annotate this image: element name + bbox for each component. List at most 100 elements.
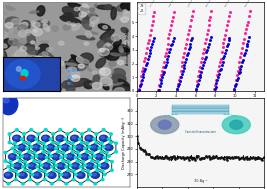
Ellipse shape (18, 84, 27, 90)
Ellipse shape (84, 164, 87, 167)
Ellipse shape (41, 19, 47, 23)
Ellipse shape (26, 147, 29, 149)
Ellipse shape (89, 12, 95, 17)
Ellipse shape (42, 135, 50, 141)
Ellipse shape (102, 146, 105, 148)
Ellipse shape (18, 67, 24, 69)
Circle shape (82, 4, 88, 7)
Polygon shape (87, 139, 101, 156)
Ellipse shape (86, 163, 94, 169)
Ellipse shape (116, 2, 135, 11)
Text: 3rd cycle: 3rd cycle (188, 0, 194, 7)
Ellipse shape (53, 169, 56, 171)
Polygon shape (54, 158, 68, 174)
Ellipse shape (18, 22, 28, 29)
Ellipse shape (68, 3, 88, 12)
Ellipse shape (64, 155, 67, 157)
Ellipse shape (44, 52, 56, 65)
Ellipse shape (71, 151, 74, 153)
Ellipse shape (38, 160, 41, 163)
Ellipse shape (92, 146, 95, 148)
Ellipse shape (95, 133, 98, 135)
Ellipse shape (44, 146, 47, 148)
Ellipse shape (95, 4, 97, 7)
Ellipse shape (85, 31, 92, 38)
Polygon shape (78, 148, 92, 165)
Ellipse shape (60, 173, 63, 176)
Ellipse shape (64, 138, 67, 140)
Text: Carbon: Carbon (66, 69, 78, 73)
Ellipse shape (121, 2, 133, 10)
Ellipse shape (96, 58, 106, 68)
Circle shape (123, 12, 133, 19)
FancyBboxPatch shape (172, 112, 229, 114)
Ellipse shape (1, 49, 7, 58)
Polygon shape (92, 148, 107, 165)
Ellipse shape (97, 5, 113, 9)
Ellipse shape (151, 116, 179, 134)
Ellipse shape (99, 48, 114, 58)
Ellipse shape (98, 24, 111, 30)
Ellipse shape (111, 53, 120, 56)
Ellipse shape (52, 26, 58, 31)
Ellipse shape (4, 172, 13, 178)
Ellipse shape (113, 83, 123, 85)
Circle shape (74, 7, 79, 11)
Ellipse shape (52, 133, 54, 135)
Ellipse shape (44, 129, 47, 131)
Ellipse shape (29, 178, 32, 181)
Ellipse shape (126, 18, 131, 25)
Ellipse shape (106, 67, 113, 74)
Circle shape (92, 71, 97, 74)
Ellipse shape (83, 15, 98, 22)
Ellipse shape (94, 183, 97, 185)
Ellipse shape (109, 61, 116, 66)
Ellipse shape (49, 138, 52, 140)
Polygon shape (69, 158, 83, 174)
Ellipse shape (72, 71, 80, 77)
Ellipse shape (79, 183, 82, 185)
Ellipse shape (7, 183, 10, 185)
Polygon shape (82, 130, 96, 147)
Ellipse shape (105, 160, 108, 162)
Ellipse shape (72, 60, 88, 70)
Ellipse shape (64, 173, 67, 176)
Ellipse shape (4, 151, 7, 154)
Ellipse shape (29, 170, 32, 172)
Ellipse shape (59, 146, 62, 148)
Ellipse shape (21, 155, 23, 157)
Ellipse shape (5, 24, 14, 27)
Ellipse shape (120, 49, 124, 52)
Circle shape (58, 41, 64, 45)
Ellipse shape (90, 83, 94, 85)
Ellipse shape (42, 142, 45, 144)
Circle shape (100, 48, 104, 52)
Ellipse shape (11, 147, 14, 149)
Ellipse shape (115, 151, 117, 153)
Ellipse shape (93, 138, 96, 140)
Circle shape (78, 64, 84, 68)
Ellipse shape (98, 147, 101, 149)
Ellipse shape (76, 151, 79, 154)
Ellipse shape (8, 39, 18, 46)
Circle shape (89, 23, 95, 27)
Ellipse shape (35, 138, 38, 140)
Ellipse shape (49, 84, 54, 89)
Ellipse shape (72, 136, 76, 139)
Ellipse shape (81, 154, 89, 160)
Y-axis label: Accumulation (mAh): Accumulation (mAh) (126, 28, 130, 65)
Ellipse shape (102, 129, 105, 131)
Text: 2nd cycle: 2nd cycle (169, 0, 175, 7)
Ellipse shape (18, 160, 21, 162)
Ellipse shape (80, 133, 83, 135)
Ellipse shape (71, 142, 74, 144)
Circle shape (71, 75, 80, 81)
Ellipse shape (78, 64, 85, 70)
Polygon shape (97, 158, 112, 174)
Text: 5th cycle: 5th cycle (225, 0, 231, 7)
Ellipse shape (102, 78, 112, 84)
Ellipse shape (21, 183, 24, 185)
Ellipse shape (31, 24, 36, 28)
Ellipse shape (37, 133, 40, 135)
Ellipse shape (66, 63, 77, 66)
